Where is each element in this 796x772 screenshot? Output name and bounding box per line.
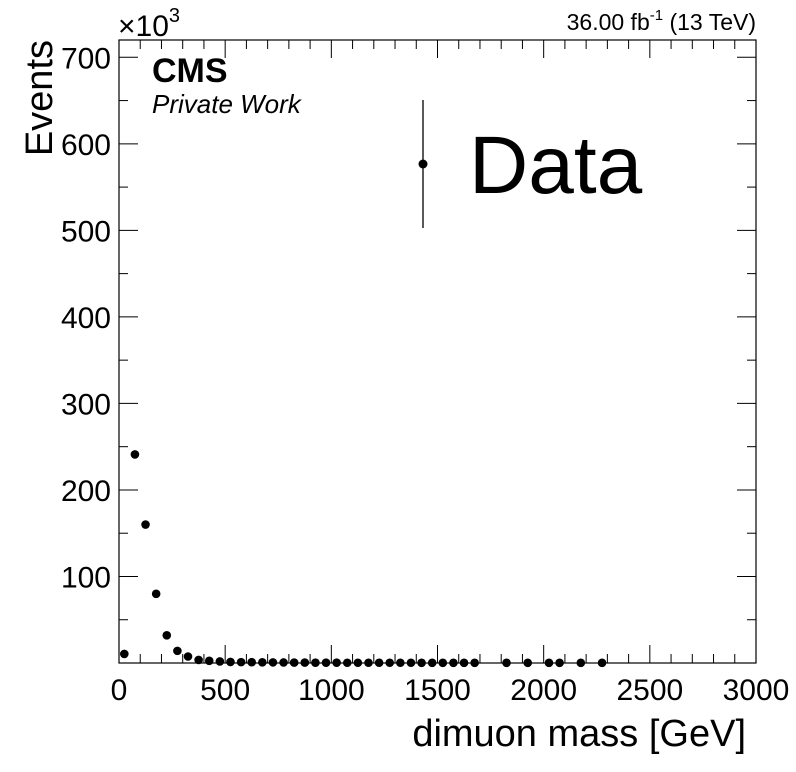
data-point: [470, 658, 479, 668]
x-tick-label: 1500: [404, 674, 471, 707]
lumi-value: 36.00 fb: [567, 9, 650, 35]
x-tick-label: 500: [200, 674, 250, 707]
data-point: [417, 658, 426, 668]
data-points: [120, 450, 607, 668]
x-tick-label: 2000: [510, 674, 577, 707]
data-point: [502, 658, 511, 668]
x-tick-label: 3000: [723, 674, 790, 707]
data-point: [173, 646, 182, 656]
data-point: [183, 652, 193, 661]
data-point: [353, 658, 363, 668]
x-axis-tick-labels: 0 500 1000 1500 2000 2500 3000: [111, 674, 790, 707]
data-point: [120, 649, 129, 659]
x-tick-label: 2500: [616, 674, 683, 707]
data-point: [449, 658, 458, 668]
data-point: [321, 658, 331, 667]
data-point: [226, 657, 235, 667]
private-work-label: Private Work: [152, 89, 303, 119]
lumi-energy: (13 TeV): [663, 9, 756, 35]
data-point: [162, 631, 172, 640]
y-multiplier-exponent: 3: [169, 5, 180, 27]
data-point: [289, 658, 299, 667]
x-tick-label: 1000: [298, 674, 365, 707]
y-axis-multiplier: ×103: [118, 5, 180, 43]
data-point: [427, 658, 437, 668]
x-axis-title: dimuon mass [GeV]: [412, 713, 746, 755]
y-tick-label: 500: [61, 215, 111, 248]
y-tick-label: 300: [61, 388, 111, 421]
cms-label: CMS: [152, 52, 228, 90]
data-point: [300, 658, 310, 667]
data-point: [130, 450, 140, 459]
data-point: [406, 658, 416, 668]
data-point: [374, 658, 384, 668]
data-point: [459, 658, 469, 668]
lumi-exponent: -1: [650, 7, 663, 24]
y-tick-label: 100: [61, 561, 111, 594]
data-point: [268, 658, 278, 667]
data-point: [576, 658, 586, 668]
data-point: [236, 657, 246, 667]
data-point: [523, 658, 533, 668]
lumi-label: 36.00 fb-1 (13 TeV): [567, 7, 756, 35]
data-point: [247, 657, 257, 667]
y-axis-ticks: [119, 56, 756, 621]
data-point: [544, 658, 554, 668]
legend-label-data: Data: [469, 120, 643, 211]
data-point: [396, 658, 405, 668]
y-tick-label: 600: [61, 129, 111, 162]
data-point: [141, 520, 150, 529]
data-point: [215, 657, 225, 666]
y-tick-label: 700: [61, 42, 111, 75]
data-point: [342, 658, 352, 668]
data-point: [438, 658, 448, 668]
data-point: [151, 589, 161, 599]
data-point: [332, 658, 341, 667]
y-tick-label: 400: [61, 302, 111, 335]
x-axis-ticks: [118, 40, 757, 663]
data-point: [597, 658, 607, 668]
data-point: [204, 656, 214, 666]
y-axis-title: Events: [19, 40, 61, 156]
data-point: [385, 658, 395, 668]
data-point: [194, 655, 203, 665]
data-point: [258, 658, 267, 667]
legend-marker: [418, 159, 428, 169]
data-point: [555, 658, 564, 668]
plot-frame: [118, 39, 757, 664]
x-tick-label: 0: [111, 674, 128, 707]
data-point: [364, 658, 373, 668]
y-multiplier-base: ×10: [118, 10, 169, 43]
data-point: [279, 658, 288, 667]
y-axis-tick-labels: 100 200 300 400 500 600 700: [61, 42, 111, 594]
data-point: [311, 658, 320, 667]
y-tick-label: 200: [61, 475, 111, 508]
legend: Data: [418, 100, 643, 228]
